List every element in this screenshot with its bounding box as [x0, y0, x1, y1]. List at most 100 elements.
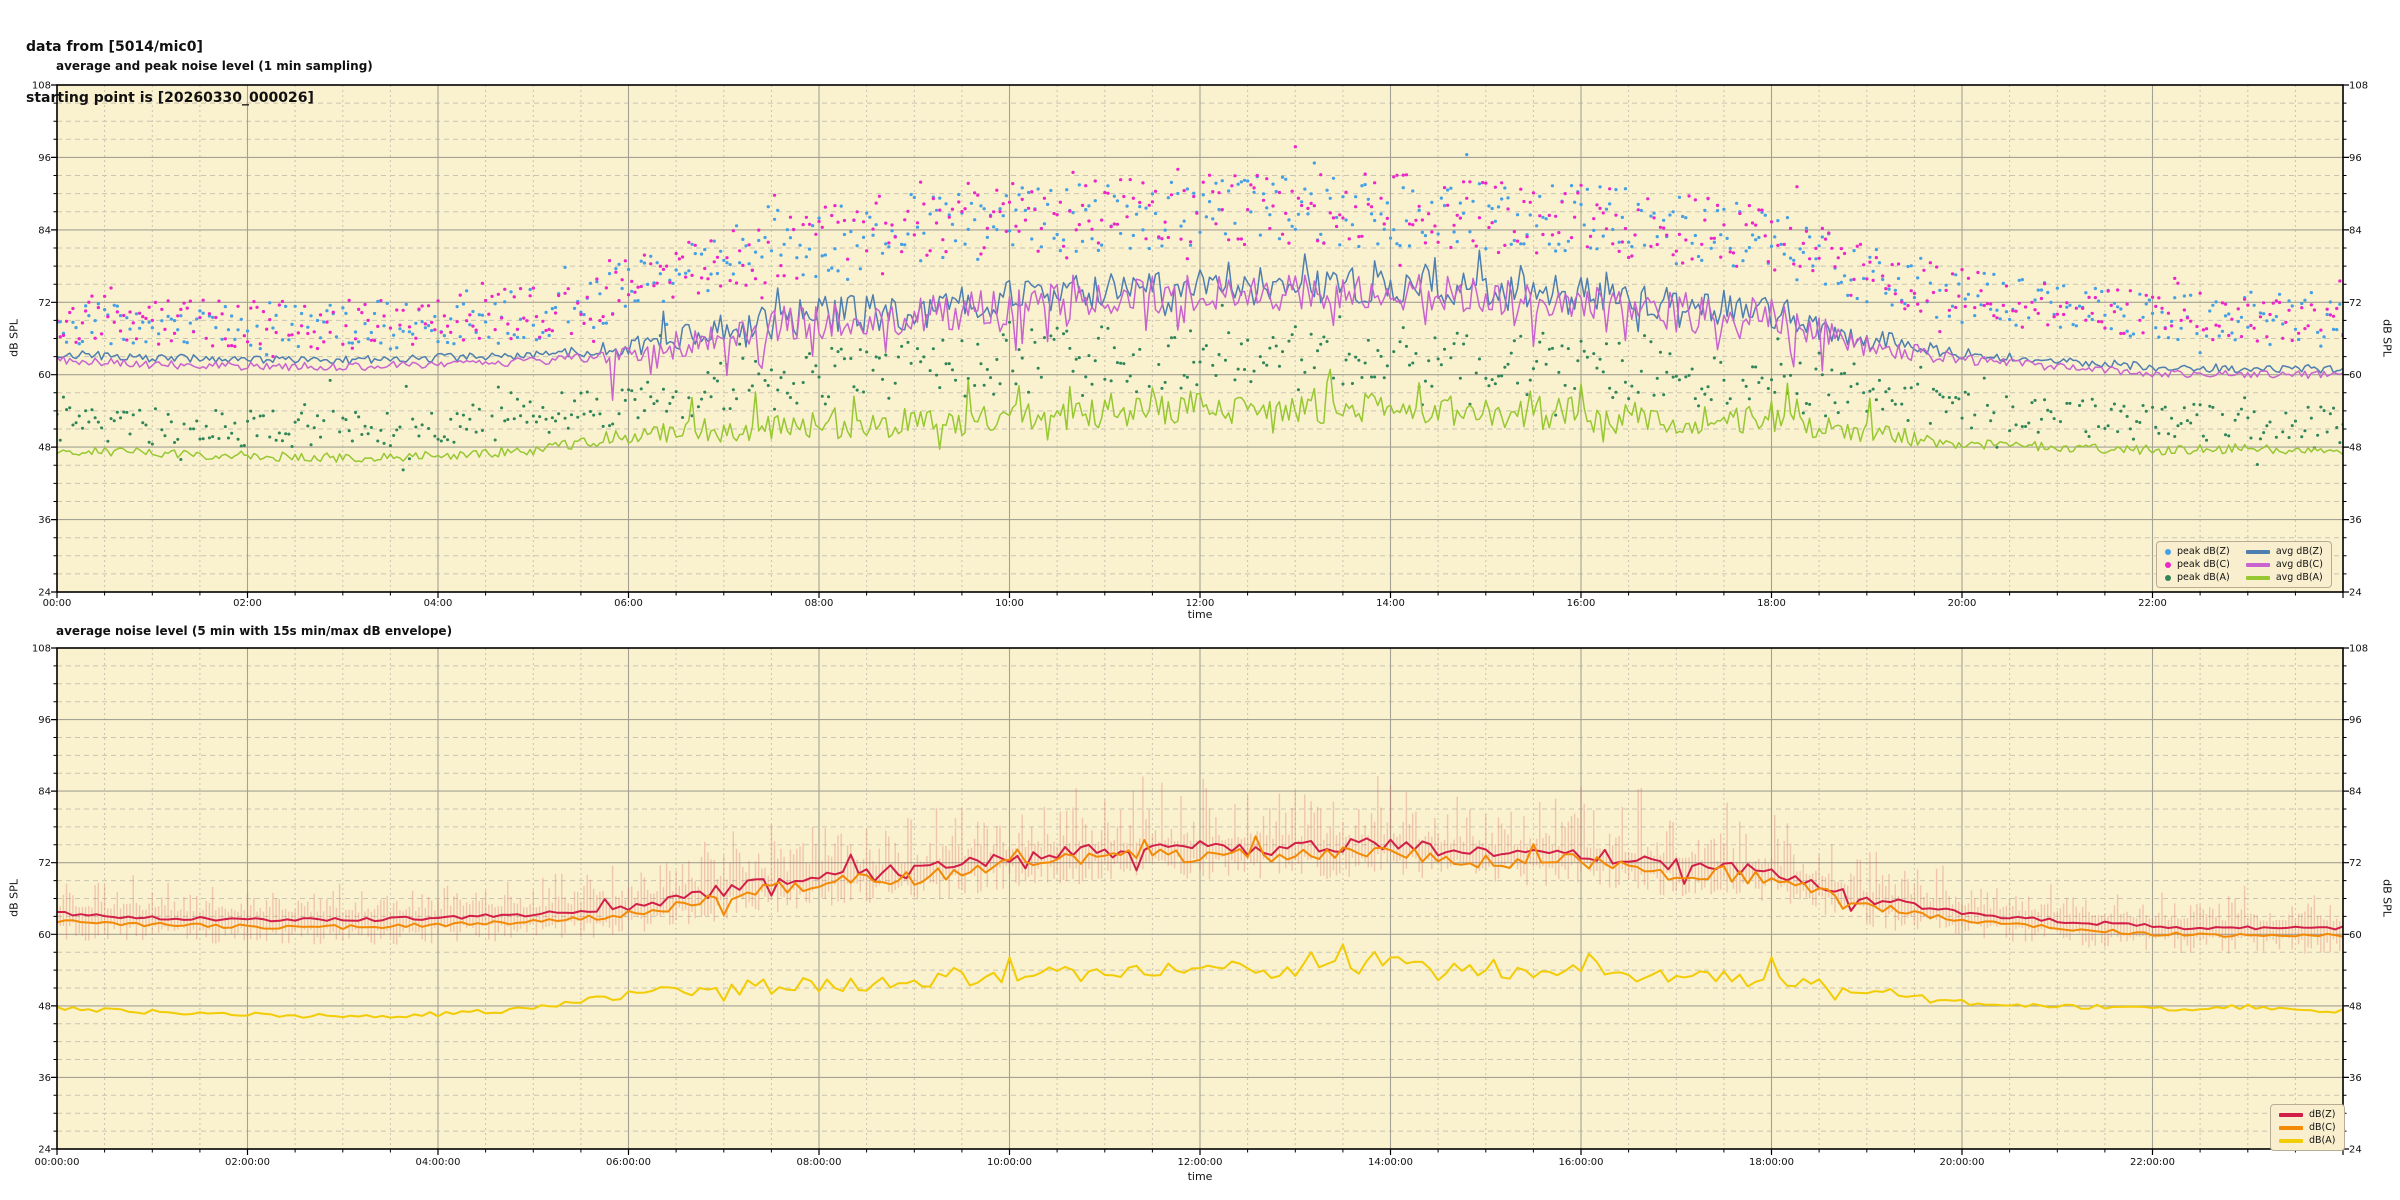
x-tick-label: 06:00: [614, 598, 643, 609]
y-tick-label-right: 96: [2349, 715, 2362, 726]
major-grid: [57, 85, 2343, 592]
legend-item-avg-dbz: avg dB(Z): [2245, 545, 2323, 558]
legend-label: peak dB(C): [2177, 559, 2230, 570]
plot-frame: [56, 647, 2344, 1150]
y-tick-label-left: 72: [38, 298, 51, 309]
legend-line-swatch: [2279, 1138, 2303, 1143]
legend-item-dbz: dB(Z): [2279, 1108, 2336, 1121]
major-ticks: [51, 84, 2349, 598]
y-tick-label-right: 108: [2349, 81, 2368, 92]
tick-labels: 24 24 36 36 48 48 60 60 72 72 84 84 96 96 108 108 00:00:…: [32, 644, 2368, 1169]
x-tick-label: 08:00: [805, 598, 834, 609]
legend-label: peak dB(Z): [2177, 546, 2230, 557]
y-tick-label-right: 24: [2349, 588, 2362, 599]
y-tick-label-right: 72: [2349, 298, 2362, 309]
y-tick-label-left: 60: [38, 370, 51, 381]
x-tick-label: 02:00: [233, 598, 262, 609]
x-tick-label: 00:00: [43, 598, 72, 609]
legend-item-dbc: dB(C): [2279, 1121, 2336, 1134]
x-tick-label: 00:00:00: [35, 1157, 80, 1168]
legend-line-swatch: [2279, 1125, 2303, 1130]
line-db-a-: [57, 943, 2343, 1019]
line-avg-db-z-: [57, 249, 2343, 374]
x-tick-label: 06:00:00: [606, 1157, 651, 1168]
y-tick-label-right: 48: [2349, 443, 2362, 454]
legend-line-swatch: [2245, 575, 2270, 580]
line-db-z-: [57, 837, 2343, 931]
chart1-xlabel: time: [1187, 608, 1213, 621]
chart2-ylabel-left: dB SPL: [7, 879, 21, 917]
legend-item-avg-dba: avg dB(A): [2245, 571, 2323, 584]
legend-label: dB(Z): [2309, 1109, 2336, 1120]
legend-line-swatch: [2279, 1112, 2303, 1117]
major-ticks: [51, 647, 2349, 1155]
minor-ticks: [53, 665, 2347, 1153]
y-tick-label-left: 108: [32, 644, 51, 655]
y-tick-label-left: 24: [38, 588, 51, 599]
figure-header: data from [5014/mic0] starting point is …: [26, 5, 314, 141]
chart2-legend: dB(Z) dB(C) dB(A): [2270, 1104, 2345, 1151]
x-tick-label: 12:00: [1186, 598, 1215, 609]
legend-label: avg dB(Z): [2275, 546, 2323, 557]
x-tick-label: 10:00: [995, 598, 1024, 609]
legend-dot-swatch: [2165, 561, 2171, 568]
y-tick-label-right: 60: [2349, 370, 2362, 381]
y-tick-label-right: 48: [2349, 1001, 2362, 1012]
y-tick-label-left: 84: [38, 787, 51, 798]
chart2-title: average noise level (5 min with 15s min/…: [56, 624, 453, 638]
plot-frame: [56, 84, 2344, 593]
y-tick-label-left: 96: [38, 715, 51, 726]
legend-label: dB(A): [2309, 1135, 2336, 1146]
legend-dot-swatch: [2165, 574, 2171, 581]
chart2-group: 24 24 36 36 48 48 60 60 72 72 84 84 96 96 108 108 00:00:…: [32, 644, 2368, 1169]
legend-line-swatch: [2245, 549, 2270, 554]
x-tick-label: 18:00: [1757, 598, 1786, 609]
x-tick-label: 22:00:00: [2130, 1157, 2175, 1168]
y-tick-label-left: 36: [38, 1073, 51, 1084]
legend-label: dB(C): [2309, 1122, 2336, 1133]
header-line-2: starting point is [20260330_000026]: [26, 90, 314, 106]
y-tick-label-left: 60: [38, 930, 51, 941]
line-avg-db-a-: [57, 368, 2343, 463]
major-grid: [57, 648, 2343, 1149]
x-tick-label: 14:00:00: [1368, 1157, 1413, 1168]
x-tick-label: 14:00: [1376, 598, 1405, 609]
x-tick-label: 20:00:00: [1940, 1157, 1985, 1168]
y-tick-label-left: 36: [38, 515, 51, 526]
x-tick-label: 04:00: [424, 598, 453, 609]
x-tick-label: 22:00: [2138, 598, 2167, 609]
chart2-xlabel: time: [1187, 1170, 1213, 1183]
legend-item-peak-dbz: peak dB(Z): [2165, 545, 2230, 558]
chart1-group: 24 24 36 36 48 48 60 60 72 72 84 84 96 96 108 108 00:00 0…: [32, 81, 2368, 610]
legend-item-peak-dba: peak dB(A): [2165, 571, 2230, 584]
y-tick-label-right: 36: [2349, 515, 2362, 526]
x-tick-label: 18:00:00: [1749, 1157, 1794, 1168]
chart1-ylabel-left: dB SPL: [7, 319, 21, 357]
chart2-data: [57, 776, 2343, 1019]
y-tick-label-right: 84: [2349, 225, 2362, 236]
legend-line-swatch: [2245, 562, 2270, 567]
y-tick-label-left: 108: [32, 81, 51, 92]
x-tick-label: 16:00: [1567, 598, 1596, 609]
chart1-title: average and peak noise level (1 min samp…: [56, 59, 373, 73]
header-line-1: data from [5014/mic0]: [26, 39, 203, 55]
chart1-ylabel-right: dB SPL: [2380, 319, 2394, 357]
legend-item-peak-dbc: peak dB(C): [2165, 558, 2230, 571]
y-tick-label-right: 108: [2349, 644, 2368, 655]
y-tick-label-right: 24: [2349, 1145, 2362, 1156]
chart1-data: [57, 145, 2343, 472]
y-tick-label-left: 72: [38, 858, 51, 869]
x-tick-label: 02:00:00: [225, 1157, 270, 1168]
x-tick-label: 08:00:00: [797, 1157, 842, 1168]
legend-item-avg-dbc: avg dB(C): [2245, 558, 2323, 571]
line-avg-db-c-: [57, 273, 2343, 401]
y-tick-label-left: 48: [38, 443, 51, 454]
legend-label: avg dB(A): [2275, 572, 2323, 583]
legend-item-dba: dB(A): [2279, 1134, 2336, 1147]
minor-ticks: [53, 102, 2347, 596]
y-tick-label-right: 96: [2349, 153, 2362, 164]
x-tick-label: 04:00:00: [416, 1157, 461, 1168]
y-tick-label-left: 96: [38, 153, 51, 164]
